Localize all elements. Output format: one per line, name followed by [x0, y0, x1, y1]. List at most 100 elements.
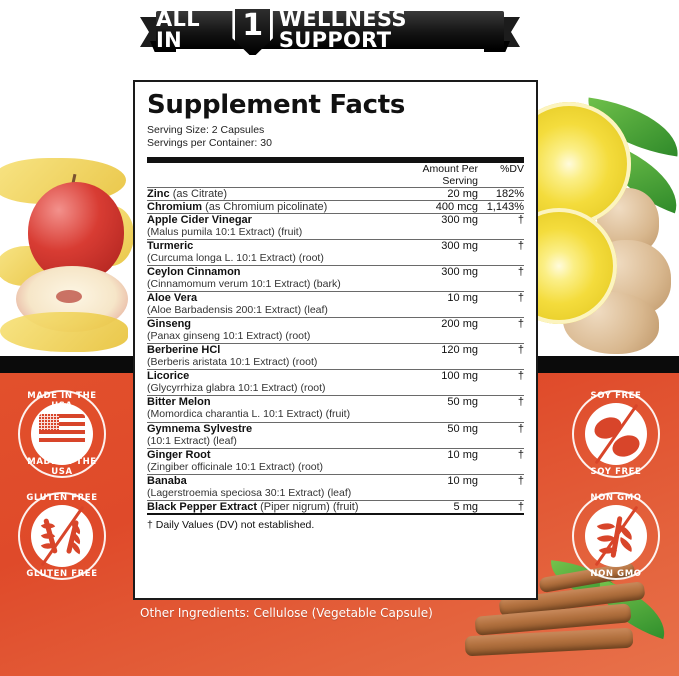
seal-ring	[572, 492, 660, 580]
ingredient-daily-value: †	[478, 290, 524, 318]
servings-per-container: Servings per Container: 30	[147, 137, 272, 150]
ingredient-daily-value: †	[478, 317, 524, 344]
banner-left-text: ALL IN	[156, 7, 200, 52]
ingredient-name-cell: Ceylon Cinnamon (Cinnamomum verum 10:1 Ex…	[147, 264, 392, 292]
ingredient-name-cell: Turmeric (Curcuma longa L. 10:1 Extract) …	[147, 238, 392, 266]
seal-gluten-free: GLUTEN FREE GLUTEN FREE	[18, 492, 106, 580]
ingredient-name: Ginseng	[147, 318, 192, 331]
ingredient-amount: 50 mg	[392, 421, 478, 449]
ingredient-daily-value: †	[478, 499, 524, 513]
table-row: Ginseng (Panax ginseng 10:1 Extract) (roo…	[147, 317, 524, 344]
usa-flag-icon	[39, 414, 85, 446]
flag-stars	[39, 414, 59, 430]
ingredient-daily-value: †	[478, 473, 524, 501]
table-row: Bitter Melon (Momordica charantia L. 10:1…	[147, 395, 524, 423]
ingredient-name: Apple Cider Vinegar	[147, 213, 252, 226]
wellness-support-banner: ALL IN 1 WELLNESS SUPPORT	[140, 6, 520, 58]
ribbon-bar: ALL IN 1 WELLNESS SUPPORT	[156, 6, 504, 58]
table-header-row: Amount Per Serving %DV	[147, 163, 524, 188]
ingredient-name-cell: Bitter Melon (Momordica charantia L. 10:1…	[147, 395, 392, 423]
ingredient-daily-value: †	[478, 421, 524, 449]
ingredient-detail: (10:1 Extract) (leaf)	[147, 434, 237, 447]
ingredient-name: Ceylon Cinnamon	[147, 265, 241, 278]
ingredient-detail: (Lagerstroemia speciosa 30:1 Extract) (l…	[147, 486, 352, 499]
seal-bottom-text: GLUTEN FREE	[26, 569, 98, 579]
ingredient-name: Turmeric	[147, 239, 194, 252]
table-row: Gymnema Sylvestre (10:1 Extract) (leaf) 50…	[147, 421, 524, 449]
ingredient-name-cell: Apple Cider Vinegar (Malus pumila 10:1 Ex…	[147, 212, 392, 240]
ingredient-detail: (Glycyrrhiza glabra 10:1 Extract) (root)	[147, 382, 326, 395]
ingredient-name-cell: Ginseng (Panax ginseng 10:1 Extract) (roo…	[147, 317, 392, 344]
ingredient-detail: (Panax ginseng 10:1 Extract) (root)	[147, 330, 311, 343]
ingredient-daily-value: †	[478, 395, 524, 423]
ingredient-amount: 120 mg	[392, 343, 478, 370]
seal-ring	[572, 390, 660, 478]
header-spacer	[147, 163, 392, 188]
ingredient-amount: 300 mg	[392, 212, 478, 240]
column-header-amount: Amount Per Serving	[422, 162, 478, 187]
ingredient-name: Black Pepper Extract	[147, 500, 258, 513]
seal-ring	[18, 492, 106, 580]
seal-top-text: SOY FREE	[590, 391, 642, 401]
table-row: Berberine HCl (Berberis aristata 10:1 Ext…	[147, 343, 524, 370]
ingredient-amount: 300 mg	[392, 238, 478, 266]
panel-rule-thick	[147, 156, 524, 163]
ingredient-daily-value: 182%	[478, 186, 524, 201]
column-header-dv: %DV	[500, 162, 524, 175]
ingredient-name-cell: Banaba (Lagerstroemia speciosa 30:1 Extra…	[147, 473, 392, 501]
seal-bottom-text: NON GMO	[590, 569, 642, 579]
ingredient-amount: 400 mcg	[392, 199, 478, 214]
table-row: Aloe Vera (Aloe Barbadensis 200:1 Extract…	[147, 290, 524, 318]
table-row: Chromium (as Chromium picolinate) 400 mcg…	[147, 199, 524, 214]
seal-bottom-text: MADE IN THE USA	[27, 457, 97, 477]
table-row: Zinc (as Citrate) 20 mg 182%	[147, 186, 524, 201]
seal-top-text: MADE IN THE USA	[27, 391, 97, 411]
ingredient-name-cell: Berberine HCl (Berberis aristata 10:1 Ext…	[147, 343, 392, 370]
seal-top-text: NON GMO	[590, 493, 642, 503]
seal-top-text: GLUTEN FREE	[26, 493, 98, 503]
ingredient-detail: (Zingiber officinale 10:1 Extract) (root…	[147, 460, 324, 473]
seal-ring	[18, 390, 106, 478]
serving-size: Serving Size: 2 Capsules	[147, 124, 265, 137]
table-row: Apple Cider Vinegar (Malus pumila 10:1 Ex…	[147, 212, 524, 240]
table-row: Licorice (Glycyrrhiza glabra 10:1 Extract…	[147, 369, 524, 396]
seal-non-gmo: NON GMO NON GMO	[572, 492, 660, 580]
page-title: Supplement Facts	[147, 90, 406, 120]
ingredient-amount: 300 mg	[392, 264, 478, 292]
seal-made-in-usa: MADE IN THE USA MADE IN THE USA	[18, 390, 106, 478]
ingredient-daily-value: †	[478, 343, 524, 370]
ingredient-daily-value: †	[478, 447, 524, 475]
ingredient-name-cell: Chromium (as Chromium picolinate)	[147, 199, 392, 214]
ingredient-amount: 20 mg	[392, 186, 478, 201]
ingredient-detail: (Berberis aristata 10:1 Extract) (root)	[147, 356, 318, 369]
other-ingredients: Other Ingredients: Cellulose (Vegetable …	[140, 606, 433, 620]
ingredient-name: Chromium	[147, 200, 202, 213]
ingredient-detail: (Malus pumila 10:1 Extract) (fruit)	[147, 225, 303, 238]
ingredient-name: Licorice	[147, 370, 190, 383]
ingredient-name: Ginger Root	[147, 448, 211, 461]
ingredient-name: Zinc	[147, 187, 170, 200]
number-one-shield-icon: 1	[232, 6, 273, 58]
ingredient-daily-value: 1,143%	[478, 199, 524, 214]
ingredient-daily-value: †	[478, 238, 524, 266]
ingredient-name: Bitter Melon	[147, 396, 211, 409]
ingredient-amount: 10 mg	[392, 290, 478, 318]
ingredient-daily-value: †	[478, 264, 524, 292]
panel-rule-bottom	[147, 512, 524, 515]
ingredient-name-cell: Black Pepper Extract (Piper nigrum) (fru…	[147, 499, 392, 513]
ingredient-amount: 100 mg	[392, 369, 478, 396]
table-row: Turmeric (Curcuma longa L. 10:1 Extract) …	[147, 238, 524, 266]
table-row: Ginger Root (Zingiber officinale 10:1 Ext…	[147, 447, 524, 475]
ingredient-amount: 10 mg	[392, 473, 478, 501]
ingredient-amount: 200 mg	[392, 317, 478, 344]
seal-soy-free: SOY FREE SOY FREE	[572, 390, 660, 478]
ingredient-detail: (Curcuma longa L. 10:1 Extract) (root)	[147, 251, 324, 264]
ingredient-daily-value: †	[478, 212, 524, 240]
shield-number: 1	[242, 8, 264, 43]
ingredient-name-cell: Licorice (Glycyrrhiza glabra 10:1 Extract…	[147, 369, 392, 396]
ingredient-name: Banaba	[147, 474, 187, 487]
table-row: Ceylon Cinnamon (Cinnamomum verum 10:1 Ex…	[147, 264, 524, 292]
ingredient-amount: 10 mg	[392, 447, 478, 475]
ingredient-detail: (Piper nigrum) (fruit)	[260, 500, 359, 513]
